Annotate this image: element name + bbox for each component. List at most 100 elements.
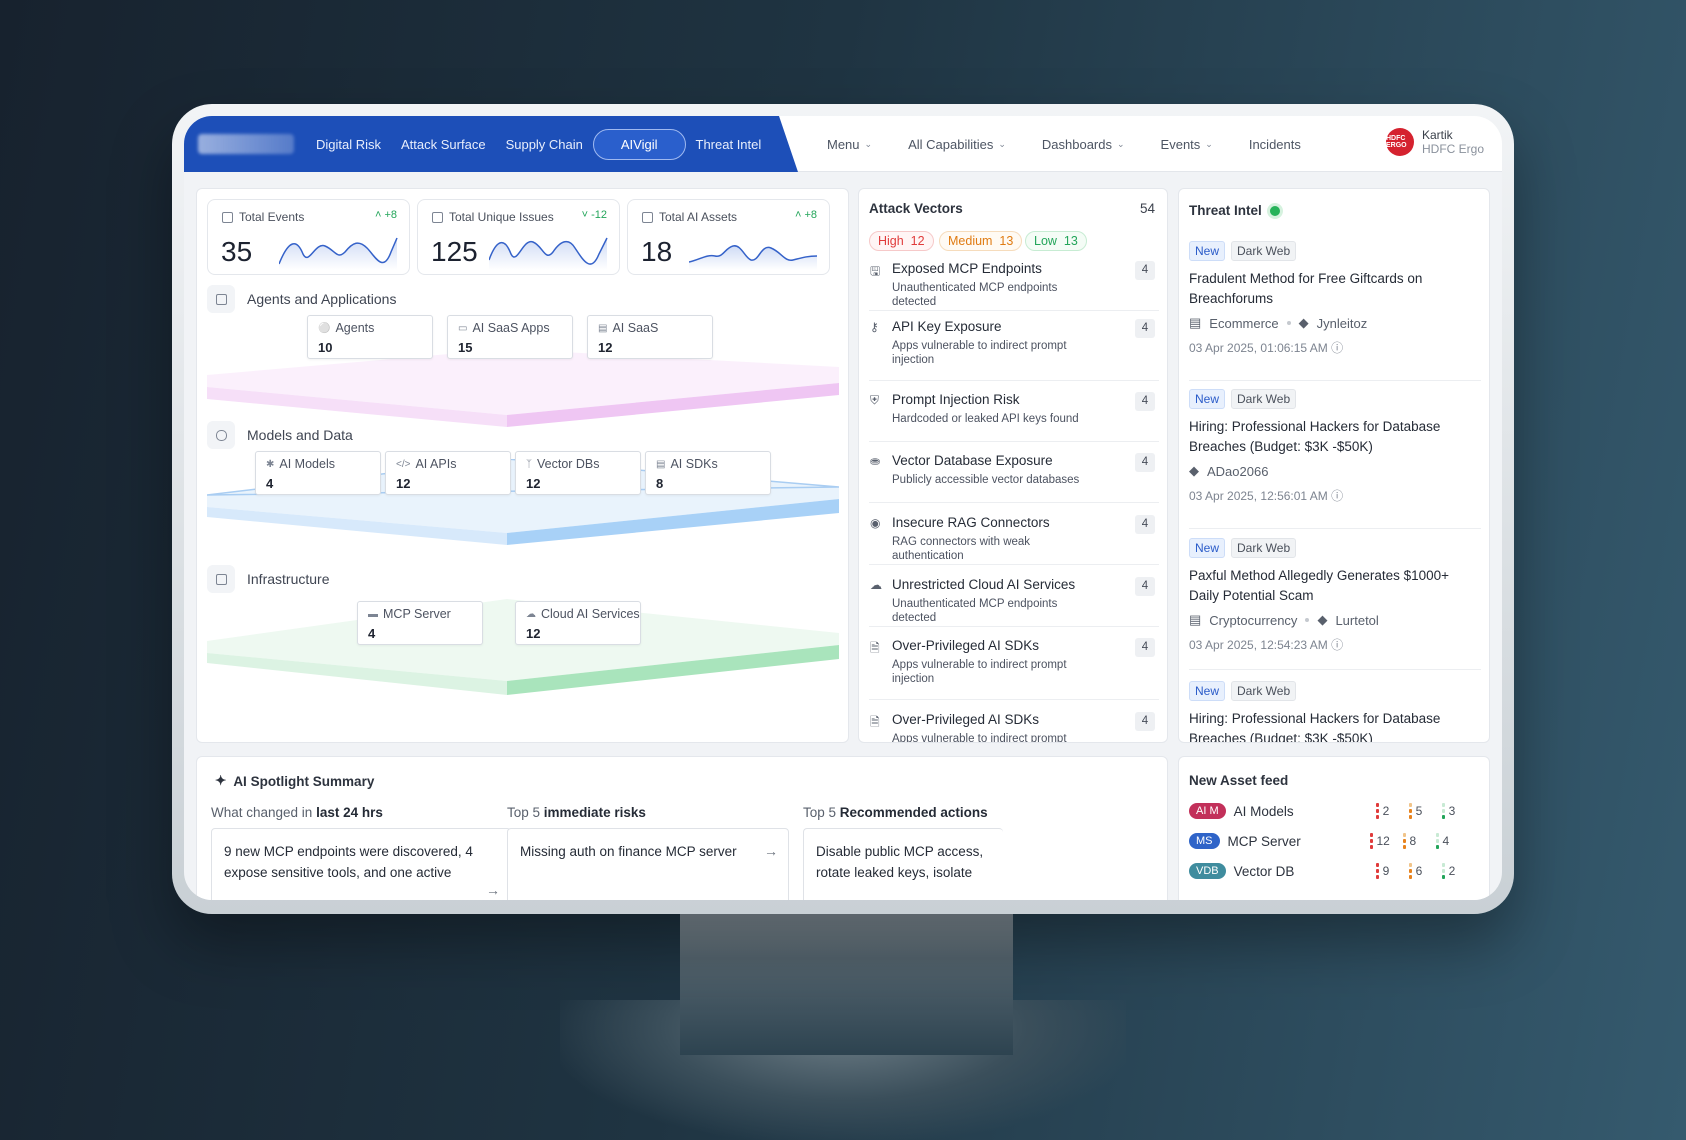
attack-vector-item[interactable]: 🗎 Over-Privileged AI SDKs Apps vulnerabl… [869, 712, 1159, 743]
all-capabilities-dropdown[interactable]: All Capabilities ⌄ [908, 137, 1006, 152]
menu-dropdown[interactable]: Menu ⌄ [827, 137, 872, 152]
severity-high: 9 [1375, 863, 1409, 879]
info-icon: ⓘ [1331, 489, 1344, 503]
chevron-down-icon: ⌄ [1117, 138, 1125, 149]
col-heading-pre: Top 5 [803, 805, 837, 820]
nav-threat-intel[interactable]: Threat Intel [695, 136, 762, 152]
nav-digital-risk[interactable]: Digital Risk [316, 136, 382, 152]
actor-icon: ◆ [1298, 315, 1309, 330]
spotlight-col-risks: Top 5 immediate risks Missing auth on fi… [507, 805, 789, 900]
item-count: 4 [1135, 392, 1155, 411]
tag-new: New [1189, 389, 1226, 409]
layer-title: Models and Data [247, 427, 353, 443]
ai-asset-overview: Total Events ˄ +8 35 Total Unique Issues… [196, 188, 849, 743]
card-ai-models[interactable]: ✱ AI Models 4 [255, 451, 381, 495]
card-ai-saas[interactable]: ▤ AI SaaS 12 [587, 315, 713, 359]
attack-vector-item[interactable]: 🖫 Exposed MCP Endpoints Unauthenticated … [869, 261, 1159, 311]
threat-title: Hiring: Professional Hackers for Databas… [1189, 711, 1441, 743]
stat-total-ai-assets[interactable]: Total AI Assets ˄ +8 18 [627, 199, 830, 275]
tag-row: New Dark Web [1189, 389, 1481, 409]
attack-vector-item[interactable]: 🗎 Over-Privileged AI SDKs Apps vulnerabl… [869, 638, 1159, 700]
incidents-link[interactable]: Incidents [1248, 136, 1301, 152]
item-desc: RAG connectors with weak authentication [892, 536, 1031, 562]
card-ai-apis[interactable]: </> AI APIs 12 [385, 451, 511, 495]
threat-item[interactable]: New Dark Web Hiring: Professional Hackers… [1189, 681, 1481, 743]
card-cloud-ai-services[interactable]: ☁ Cloud AI Services 12 [515, 601, 641, 645]
threat-meta: ▤ Ecommerce ◆ Jynleitoz [1189, 315, 1481, 331]
severity-medium-count: 8 [1409, 834, 1417, 848]
card-ai-sdks[interactable]: ▤ AI SDKs 8 [645, 451, 771, 495]
item-desc: Hardcoded or leaked API keys found [892, 413, 1079, 425]
item-desc: Apps vulnerable to indirect prompt [892, 733, 1067, 743]
severity-low-icon [1441, 803, 1445, 819]
filter-low[interactable]: Low 13 [1025, 231, 1087, 251]
card-label: AI SaaS [612, 321, 659, 335]
nav-supply-chain[interactable]: Supply Chain [505, 136, 583, 152]
nav-aivigil[interactable]: AIVigil [592, 128, 686, 160]
layer-title: Infrastructure [247, 571, 330, 587]
sparkle-icon: ✦ [215, 773, 227, 788]
branch-icon: ᛉ [526, 458, 532, 470]
asset-name: MCP Server [1227, 833, 1301, 849]
col-heading-bold: last 24 hrs [316, 805, 383, 820]
attack-vectors-panel: Attack Vectors 54 High 12 Medium 13 Low … [858, 188, 1168, 743]
filter-medium[interactable]: Medium 13 [939, 231, 1023, 251]
arrow-right-icon[interactable]: → [764, 843, 778, 859]
asset-row[interactable]: MS MCP Server 12 8 4 [1189, 829, 1477, 853]
card-vector-dbs[interactable]: ᛉ Vector DBs 12 [515, 451, 641, 495]
body-strong-2: 4 expose sensitive tools [224, 844, 473, 880]
item-count: 4 [1135, 712, 1155, 731]
item-desc: Apps vulnerable to indirect prompt injec… [892, 340, 1067, 366]
avatar: HDFC ERGO [1385, 128, 1414, 156]
threat-item[interactable]: New Dark Web Fradulent Method for Free Gi… [1189, 241, 1481, 381]
item-desc: Apps vulnerable to indirect prompt injec… [892, 659, 1067, 685]
spotlight-card[interactable]: 9 new MCP endpoints were discovered, 4 e… [211, 828, 511, 900]
spotlight-card[interactable]: Missing auth on finance MCP server → [507, 828, 789, 900]
item-title: Vector Database Exposure [892, 453, 1053, 468]
card-ai-saas-apps[interactable]: ▭ AI SaaS Apps 15 [447, 315, 573, 359]
col-heading-bold: immediate risks [543, 805, 646, 820]
attack-vector-item[interactable]: ☁ Unrestricted Cloud AI Services Unauthe… [869, 577, 1159, 627]
events-dropdown[interactable]: Events ⌄ [1161, 137, 1213, 152]
threat-actor: ADao2066 [1207, 463, 1269, 479]
severity-low-icon [1435, 833, 1439, 849]
brand-logo[interactable] [198, 134, 294, 154]
stat-total-unique-issues[interactable]: Total Unique Issues ˅ -12 125 [417, 199, 620, 275]
asset-row[interactable]: AI M AI Models 2 5 3 [1189, 799, 1477, 823]
arrow-right-icon[interactable]: → [486, 882, 500, 898]
database-icon: ⛂ [870, 454, 881, 468]
server-icon: ▬ [368, 608, 378, 620]
card-mcp-server[interactable]: ▬ MCP Server 4 [357, 601, 483, 645]
stat-value: 125 [431, 236, 478, 267]
severity-high-icon [1375, 803, 1379, 819]
tag-row: New Dark Web [1189, 241, 1481, 261]
item-desc: Unauthenticated MCP endpoints detected [892, 282, 1058, 308]
threat-time: 03 Apr 2025, 12:54:23 AM [1189, 638, 1328, 652]
attack-vector-item[interactable]: ⛨ Prompt Injection Risk Hardcoded or lea… [869, 392, 1159, 442]
attack-vector-item[interactable]: ◉ Insecure RAG Connectors RAG connectors… [869, 515, 1159, 565]
card-label: AI SaaS Apps [472, 321, 550, 335]
document-icon: 🗎 [870, 715, 880, 729]
key-icon: ⚷ [870, 320, 879, 334]
shield-icon: ⛨ [870, 393, 880, 407]
tag-dark-web: Dark Web [1231, 241, 1297, 261]
stat-total-events[interactable]: Total Events ˄ +8 35 [207, 199, 410, 275]
cloud-icon: ☁ [870, 578, 882, 592]
spotlight-card[interactable]: Disable public MCP access, rotate leaked… [803, 828, 1003, 900]
card-agents[interactable]: ⚪ Agents 10 [307, 315, 433, 359]
threat-item[interactable]: New Dark Web Hiring: Professional Hackers… [1189, 389, 1481, 529]
attack-vector-item[interactable]: ⚷ API Key Exposure Apps vulnerable to in… [869, 319, 1159, 381]
severity-medium-icon [1402, 833, 1406, 849]
user-menu[interactable]: HDFC ERGO Kartik HDFC Ergo [1385, 128, 1484, 156]
attack-vector-item[interactable]: ⛂ Vector Database Exposure Publicly acce… [869, 453, 1159, 503]
asset-row[interactable]: VDB Vector DB 9 6 2 [1189, 859, 1477, 883]
threat-item[interactable]: New Dark Web Paxful Method Allegedly Gene… [1189, 538, 1481, 670]
card-label: AI APIs [415, 457, 457, 471]
events-label: Events [1160, 136, 1201, 152]
card-label: Vector DBs [537, 457, 600, 471]
nav-attack-surface[interactable]: Attack Surface [401, 136, 486, 152]
panel-title: Threat Intel [1189, 203, 1262, 218]
filter-high[interactable]: High 12 [869, 231, 934, 251]
dashboards-dropdown[interactable]: Dashboards ⌄ [1042, 137, 1125, 152]
card-label-row: ☁ Cloud AI Services [526, 607, 640, 621]
